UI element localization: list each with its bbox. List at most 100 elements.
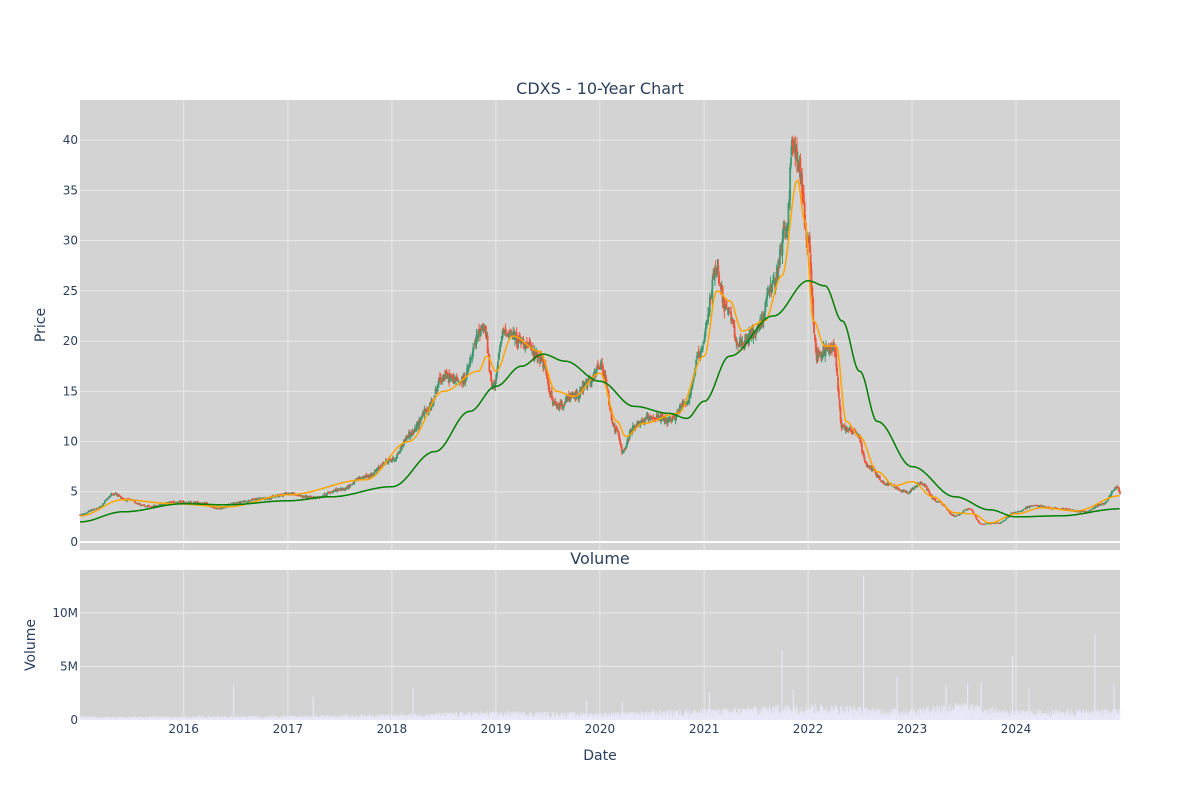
volume-bar: [667, 715, 669, 720]
volume-bar: [382, 718, 384, 720]
candle-body: [679, 404, 682, 406]
candle-body: [109, 494, 112, 497]
volume-bar: [961, 708, 963, 720]
volume-bar: [203, 718, 205, 720]
candle-body: [389, 458, 392, 461]
volume-bar: [525, 717, 527, 720]
candle-body: [796, 148, 798, 162]
volume-bar: [217, 715, 219, 720]
volume-bar: [523, 714, 525, 720]
volume-bar: [586, 713, 588, 720]
candle-body: [703, 334, 706, 343]
volume-bar: [665, 713, 667, 720]
volume-bar: [930, 710, 932, 720]
volume-bar: [281, 715, 283, 720]
volume-bar: [981, 711, 983, 720]
volume-bar: [922, 714, 924, 720]
volume-bar: [98, 717, 100, 720]
volume-bar: [161, 716, 163, 720]
volume-bar: [1041, 713, 1043, 720]
volume-bar: [853, 710, 855, 720]
price-y-tick-label: 10: [63, 435, 78, 449]
candle-body: [434, 388, 437, 395]
candle-body: [736, 343, 739, 345]
volume-spike-bar: [621, 701, 623, 720]
volume-bar: [906, 716, 908, 720]
volume-bar: [893, 712, 895, 720]
volume-bar: [221, 718, 222, 720]
volume-bar: [1082, 709, 1084, 720]
candle-body: [147, 505, 150, 507]
volume-bar: [833, 711, 835, 720]
volume-bar: [997, 712, 999, 720]
volume-bar: [565, 716, 567, 720]
volume-bar: [301, 715, 303, 720]
volume-bar: [1003, 709, 1005, 720]
volume-bar: [101, 718, 103, 720]
volume-bar: [612, 716, 614, 720]
candle-body: [1068, 508, 1071, 511]
volume-bar: [748, 709, 750, 720]
volume-bar: [123, 718, 124, 720]
volume-bar: [597, 716, 598, 720]
volume-bar: [627, 712, 629, 720]
volume-bar: [123, 718, 125, 720]
volume-bar: [291, 716, 293, 720]
volume-bar: [876, 709, 878, 720]
candle-body: [929, 494, 932, 496]
volume-bar: [444, 712, 446, 720]
volume-bar: [88, 718, 89, 720]
candle-body: [442, 378, 445, 380]
volume-bar: [514, 713, 515, 720]
volume-bar: [404, 715, 406, 720]
volume-bar: [928, 713, 930, 720]
volume-bar: [99, 718, 101, 720]
volume-bar: [826, 709, 827, 720]
candle-body: [597, 366, 600, 370]
volume-bar: [951, 707, 953, 720]
volume-bar: [268, 718, 270, 720]
volume-bar: [442, 713, 444, 720]
volume-bar: [587, 717, 589, 720]
volume-bar: [653, 711, 655, 720]
volume-bar: [403, 718, 405, 720]
volume-bar: [649, 711, 650, 720]
volume-bar: [1101, 709, 1103, 720]
volume-bar: [361, 714, 362, 720]
candle-body: [468, 361, 471, 368]
candle-body: [464, 380, 467, 383]
candle-body: [802, 193, 805, 204]
volume-bar: [982, 713, 984, 720]
volume-bar: [909, 714, 911, 720]
volume-bar: [692, 712, 694, 720]
volume-bar: [224, 715, 225, 720]
volume-bar: [925, 709, 927, 720]
volume-bar: [421, 718, 423, 720]
volume-bar: [908, 714, 909, 720]
candle-body: [898, 489, 901, 491]
volume-bar: [842, 714, 844, 720]
volume-bar: [1067, 709, 1068, 720]
volume-bar: [864, 708, 866, 720]
volume-bar: [897, 714, 899, 720]
volume-bar: [278, 718, 280, 720]
volume-bar: [222, 718, 224, 720]
volume-bar: [471, 716, 473, 720]
volume-bar: [734, 708, 736, 720]
volume-bar: [993, 716, 995, 720]
volume-bar: [85, 717, 86, 720]
volume-bar: [362, 714, 363, 720]
candle-body: [834, 350, 837, 355]
volume-bar: [992, 713, 994, 720]
volume-bar: [666, 717, 668, 720]
candle-body: [837, 389, 840, 398]
volume-bar: [254, 716, 256, 720]
volume-bar: [112, 716, 113, 720]
volume-bar: [149, 716, 151, 720]
volume-bar: [644, 712, 646, 720]
candle-body: [787, 203, 790, 226]
volume-bar: [673, 712, 674, 720]
volume-bar: [343, 715, 345, 720]
volume-bar: [142, 716, 144, 720]
volume-bar: [379, 714, 381, 720]
